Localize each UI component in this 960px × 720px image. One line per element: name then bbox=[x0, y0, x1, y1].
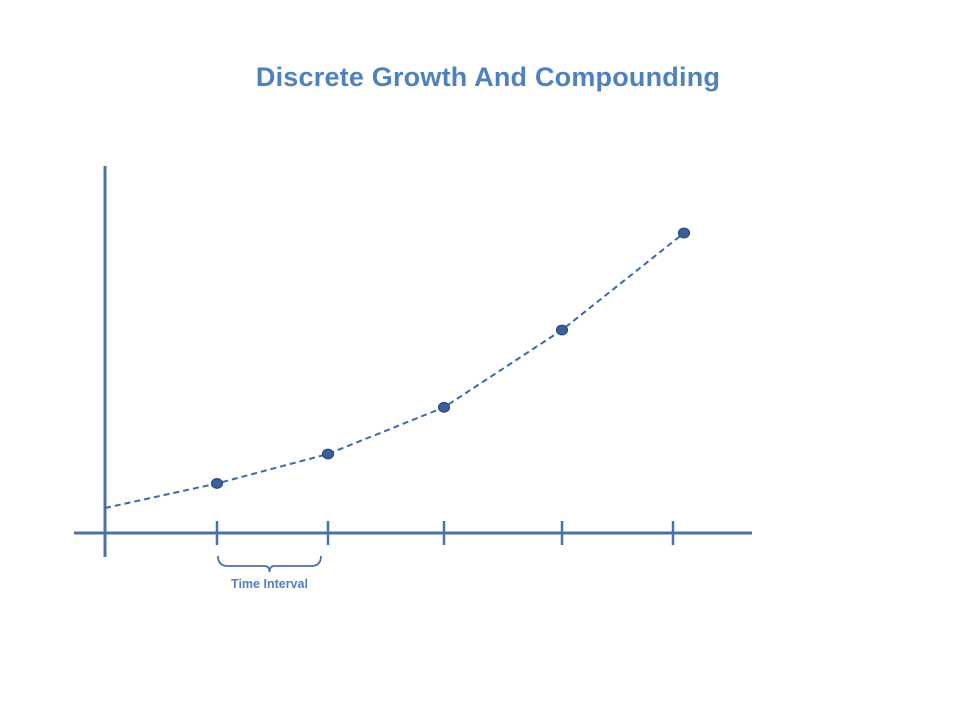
x-axis-ticks bbox=[215, 521, 675, 545]
growth-point-2 bbox=[321, 448, 335, 460]
time-interval-bracket bbox=[217, 555, 322, 573]
growth-points bbox=[210, 227, 691, 489]
time-interval-label: Time Interval bbox=[231, 577, 308, 591]
growth-point-5 bbox=[677, 227, 691, 239]
growth-point-1 bbox=[210, 478, 224, 489]
growth-point-3 bbox=[437, 401, 451, 413]
slide-title: Discrete Growth And Compounding bbox=[255, 62, 721, 92]
growth-point-4 bbox=[555, 324, 569, 336]
growth-curve bbox=[104, 232, 685, 509]
